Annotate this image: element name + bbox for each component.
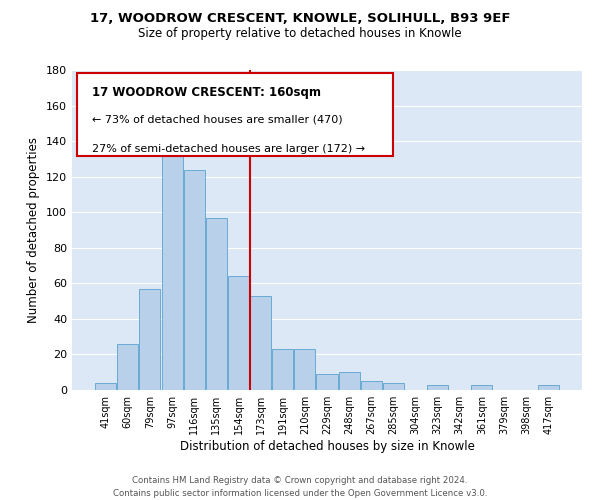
Bar	[228, 276, 249, 390]
Bar	[118, 344, 139, 390]
Text: 27% of semi-detached houses are larger (172) →: 27% of semi-detached houses are larger (…	[92, 144, 365, 154]
Bar	[316, 374, 338, 390]
Text: ← 73% of detached houses are smaller (470): ← 73% of detached houses are smaller (47…	[92, 115, 343, 125]
Bar	[161, 138, 182, 390]
X-axis label: Distribution of detached houses by size in Knowle: Distribution of detached houses by size …	[179, 440, 475, 453]
Bar	[295, 349, 316, 390]
Bar	[206, 218, 227, 390]
Text: Contains HM Land Registry data © Crown copyright and database right 2024.
Contai: Contains HM Land Registry data © Crown c…	[113, 476, 487, 498]
Bar	[272, 349, 293, 390]
Text: 17 WOODROW CRESCENT: 160sqm: 17 WOODROW CRESCENT: 160sqm	[92, 86, 322, 99]
Bar	[361, 381, 382, 390]
Bar	[139, 288, 160, 390]
Y-axis label: Number of detached properties: Number of detached properties	[28, 137, 40, 323]
FancyBboxPatch shape	[77, 73, 394, 156]
Bar	[383, 383, 404, 390]
Bar	[338, 372, 359, 390]
Bar	[427, 384, 448, 390]
Bar	[184, 170, 205, 390]
Bar	[472, 384, 493, 390]
Bar	[250, 296, 271, 390]
Text: 17, WOODROW CRESCENT, KNOWLE, SOLIHULL, B93 9EF: 17, WOODROW CRESCENT, KNOWLE, SOLIHULL, …	[90, 12, 510, 26]
Bar	[538, 384, 559, 390]
Text: Size of property relative to detached houses in Knowle: Size of property relative to detached ho…	[138, 28, 462, 40]
Bar	[95, 383, 116, 390]
